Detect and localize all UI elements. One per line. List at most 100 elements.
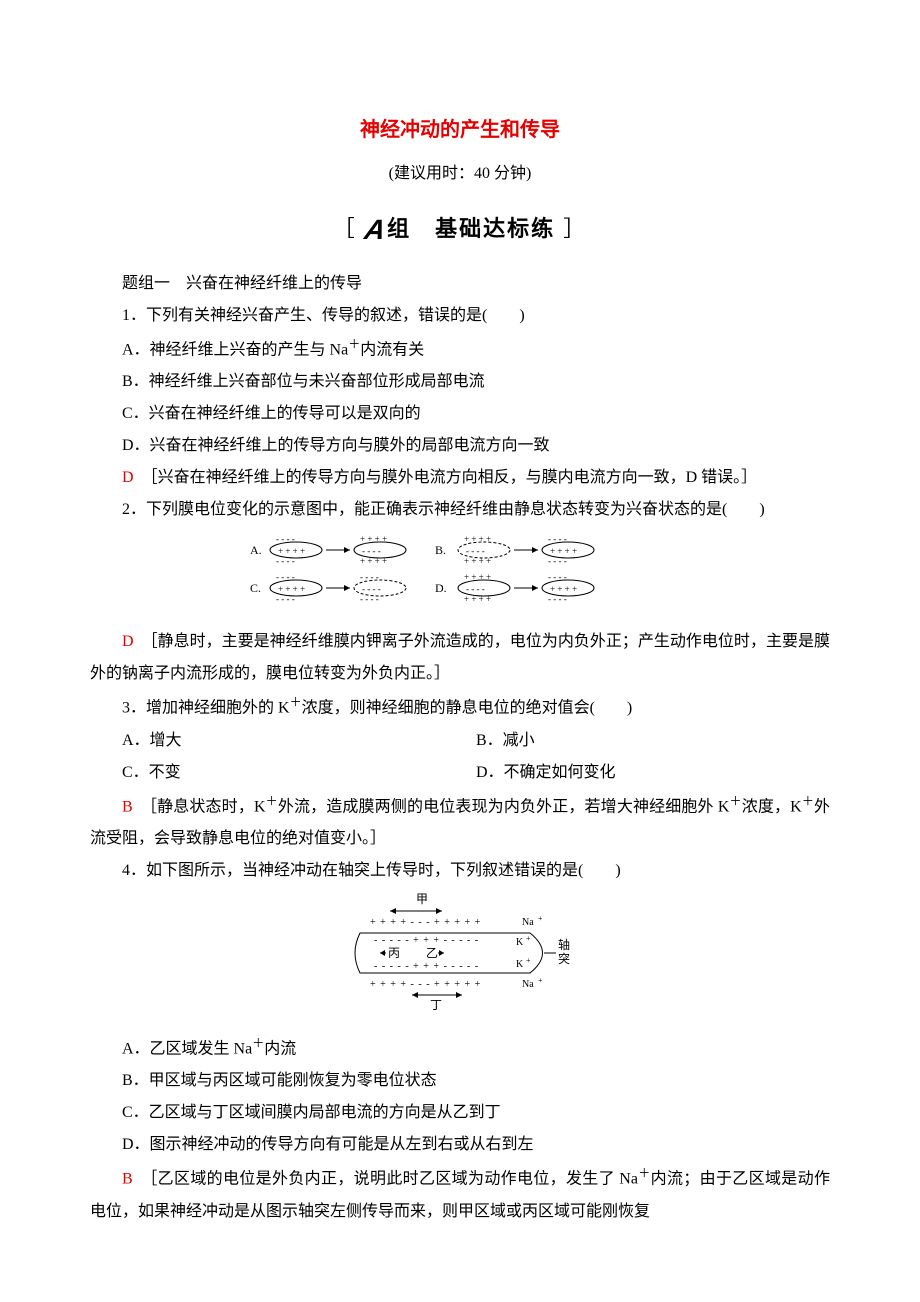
q1-a-pre: A．神经纤维上兴奋的产生与 Na: [122, 341, 348, 358]
q4-label-axon: 轴: [558, 937, 570, 952]
q4-choice-a: A．乙区域发生 Na＋内流: [90, 1031, 830, 1065]
topic-heading: 题组一 兴奋在神经纤维上的传导: [90, 268, 830, 300]
svg-text:+ + + +: + + + +: [464, 572, 491, 582]
svg-text:- - - -: - - - -: [276, 594, 295, 604]
q2-label-b: B.: [435, 543, 446, 557]
svg-text:- - - -: - - - -: [276, 534, 295, 544]
svg-text:- - - -: - - - -: [362, 584, 381, 594]
q4-label-jia: 甲: [416, 893, 428, 906]
q4-a-post: 内流: [264, 1040, 296, 1057]
q1-a-post: 内流有关: [360, 341, 424, 358]
svg-text:Na: Na: [522, 979, 534, 990]
q4-figure: 甲 + + + + - - - + + + + + Na + - - - - - …: [90, 893, 830, 1025]
plus-icon: ＋: [266, 794, 278, 808]
q3-choice-a: A．增大: [122, 725, 476, 757]
svg-text:- - - - - + + + - - - - -: - - - - - + + + - - - - -: [374, 961, 479, 972]
q4-label-axon2: 突: [558, 951, 570, 966]
q1-choice-c: C．兴奋在神经纤维上的传导可以是双向的: [90, 398, 830, 430]
svg-text:- - - -: - - - -: [548, 594, 567, 604]
q3-choice-c: C．不变: [122, 757, 476, 789]
q2-figure: A. - - - - + + + + - - - - + + + + - - -…: [90, 532, 830, 620]
bracket-close: ］: [563, 216, 587, 241]
page-title: 神经冲动的产生和传导: [90, 110, 830, 150]
svg-text:K: K: [516, 959, 524, 970]
q2-label-d: D.: [435, 581, 447, 595]
svg-text:- - - -: - - - -: [548, 572, 567, 582]
svg-text:+ + + +: + + + +: [550, 546, 577, 556]
q1-stem: 1．下列有关神经兴奋产生、传导的叙述，错误的是( ): [90, 300, 830, 332]
svg-text:+ + + +: + + + +: [278, 546, 305, 556]
q4-stem: 4．如下图所示，当神经冲动在轴突上传导时，下列叙述错误的是( ): [90, 855, 830, 887]
time-hint: (建议用时：40 分钟): [90, 158, 830, 190]
q1-choice-b: B．神经纤维上兴奋部位与未兴奋部位形成局部电流: [90, 366, 830, 398]
q3-stem: 3．增加神经细胞外的 K＋浓度，则神经细胞的静息电位的绝对值会( ): [90, 690, 830, 724]
q2-answer-text: ［静息时，主要是神经纤维膜内钾离子外流造成的，电位为内负外正；产生动作电位时，主…: [90, 633, 830, 682]
q3-choice-d: D．不确定如何变化: [476, 757, 830, 789]
q4-choice-d: D．图示神经冲动的传导方向有可能是从左到右或从右到左: [90, 1129, 830, 1161]
q4-choice-c: C．乙区域与丁区域间膜内局部电流的方向是从乙到丁: [90, 1097, 830, 1129]
q2-answer: D ［静息时，主要是神经纤维膜内钾离子外流造成的，电位为内负外正；产生动作电位时…: [90, 626, 830, 690]
svg-text:+: +: [538, 976, 543, 985]
plus-icon: ＋: [290, 695, 302, 709]
svg-text:+ + + + - - - + + + + +: + + + + - - - + + + + +: [370, 979, 481, 990]
q1-choice-d: D．兴奋在神经纤维上的传导方向与膜外的局部电流方向一致: [90, 430, 830, 462]
svg-text:- - - -: - - - -: [466, 546, 485, 556]
q4-label-yi: 乙: [426, 946, 438, 960]
group-label: 基础达标练: [435, 216, 555, 241]
svg-text:+: +: [526, 934, 531, 943]
svg-text:+ + + +: + + + +: [464, 534, 491, 544]
svg-text:+ + + +: + + + +: [464, 594, 491, 604]
group-header: ［ A组 基础达标练 ］: [90, 202, 830, 258]
q3-ans-2: 外流，造成膜两侧的电位表现为内负外正，若增大神经细胞外 K: [278, 798, 730, 815]
svg-text:+ + + +: + + + +: [360, 556, 387, 566]
svg-text:- - - -: - - - -: [548, 556, 567, 566]
svg-text:- - - -: - - - -: [362, 546, 381, 556]
q1-answer-text: ［兴奋在神经纤维上的传导方向与膜外电流方向相反，与膜内电流方向一致，D 错误。］: [150, 469, 758, 486]
bracket-open: ［: [333, 216, 357, 241]
svg-text:+ + + +: + + + +: [464, 556, 491, 566]
svg-text:- - - -: - - - -: [548, 534, 567, 544]
q3-stem-post: 浓度，则神经细胞的静息电位的绝对值会( ): [302, 700, 633, 717]
svg-text:- - - -: - - - -: [466, 584, 485, 594]
plus-icon: ＋: [729, 794, 741, 808]
q1-answer-letter: D: [122, 469, 134, 486]
svg-text:- - - -: - - - -: [360, 572, 379, 582]
q3-answer: B ［静息状态时，K＋外流，造成膜两侧的电位表现为内负外正，若增大神经细胞外 K…: [90, 789, 830, 855]
svg-text:K: K: [516, 937, 524, 948]
svg-text:- - - -: - - - -: [360, 594, 379, 604]
q3-choice-b: B．减小: [476, 725, 830, 757]
q3-ans-3: 浓度，K: [742, 798, 802, 815]
svg-text:- - - -: - - - -: [276, 556, 295, 566]
q3-choices: A．增大 B．减小 C．不变 D．不确定如何变化: [90, 725, 830, 789]
q4-ans-pre: ［乙区域的电位是外负内正，说明此时乙区域为动作电位，发生了 Na: [149, 1171, 638, 1188]
svg-text:+ + + +: + + + +: [360, 534, 387, 544]
q4-answer: B ［乙区域的电位是外负内正，说明此时乙区域为动作电位，发生了 Na＋内流；由于…: [90, 1161, 830, 1227]
q4-a-pre: A．乙区域发生 Na: [122, 1040, 252, 1057]
svg-text:+: +: [538, 914, 543, 923]
group-word: 组: [387, 216, 411, 241]
q2-answer-letter: D: [122, 633, 134, 650]
plus-icon: ＋: [348, 337, 360, 351]
q1-answer: D ［兴奋在神经纤维上的传导方向与膜外电流方向相反，与膜内电流方向一致，D 错误…: [90, 462, 830, 494]
q4-choice-b: B．甲区域与丙区域可能刚恢复为零电位状态: [90, 1065, 830, 1097]
plus-icon: ＋: [252, 1036, 264, 1050]
plus-icon: ＋: [638, 1166, 651, 1180]
svg-text:+ + + +: + + + +: [550, 584, 577, 594]
q4-answer-letter: B: [122, 1171, 133, 1188]
q2-label-c: C.: [250, 581, 261, 595]
q3-answer-letter: B: [122, 798, 133, 815]
q4-label-bing: 丙: [388, 946, 400, 960]
q3-stem-pre: 3．增加神经细胞外的 K: [122, 700, 290, 717]
svg-text:+ + + + - - - + + + + +: + + + + - - - + + + + +: [370, 917, 481, 928]
svg-text:- - - - - + + + - - - - -: - - - - - + + + - - - - -: [374, 935, 479, 946]
group-letter: A: [360, 202, 392, 258]
q2-stem: 2．下列膜电位变化的示意图中，能正确表示神经纤维由静息状态转变为兴奋状态的是( …: [90, 494, 830, 526]
svg-text:Na: Na: [522, 917, 534, 928]
svg-text:- - - -: - - - -: [276, 572, 295, 582]
q4-label-ding: 丁: [430, 998, 442, 1012]
svg-text:+: +: [526, 956, 531, 965]
q3-ans-1: ［静息状态时，K: [149, 798, 266, 815]
svg-text:+ + + +: + + + +: [278, 584, 305, 594]
q1-choice-a: A．神经纤维上兴奋的产生与 Na＋内流有关: [90, 332, 830, 366]
plus-icon: ＋: [802, 794, 814, 808]
